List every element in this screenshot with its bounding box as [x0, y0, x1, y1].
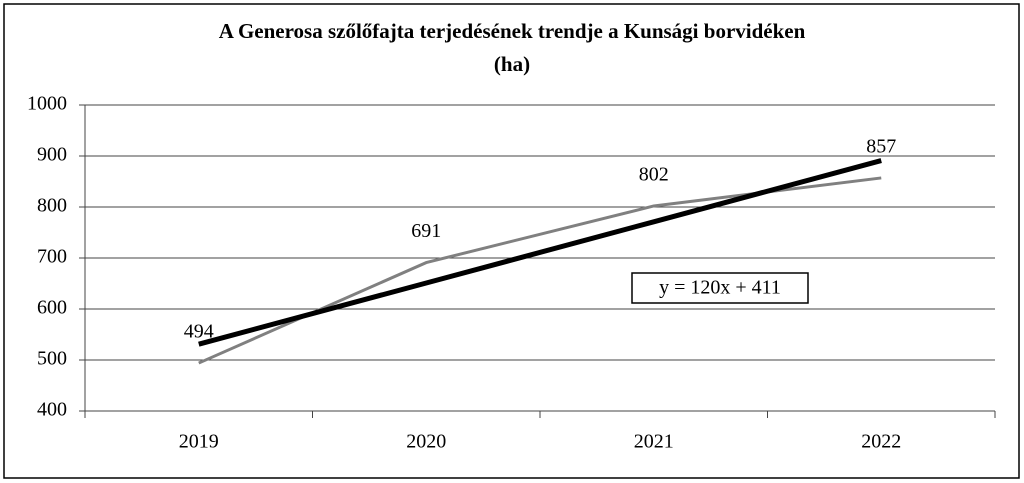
x-tick-label: 2022 — [861, 431, 901, 453]
y-tick-label: 800 — [37, 195, 67, 217]
data-label: 802 — [639, 164, 669, 186]
data-label: 691 — [411, 220, 441, 242]
y-tick-label: 700 — [37, 246, 67, 268]
data-label: 494 — [184, 321, 214, 343]
chart-title: (ha) — [494, 52, 530, 76]
x-tick-label: 2020 — [406, 431, 446, 453]
chart-title: A Generosa szőlőfajta terjedésének trend… — [219, 19, 806, 43]
x-tick-label: 2019 — [179, 431, 219, 453]
data-label: 857 — [866, 136, 896, 158]
equation-box — [631, 272, 809, 304]
y-tick-label: 400 — [37, 399, 67, 421]
x-tick-label: 2021 — [634, 431, 674, 453]
y-tick-label: 1000 — [27, 93, 67, 115]
trend-line — [198, 158, 882, 347]
y-tick-label: 900 — [37, 144, 67, 166]
y-tick-label: 600 — [37, 297, 67, 319]
trend-equation: y = 120x + 411 — [659, 277, 781, 299]
y-tick-label: 500 — [37, 348, 67, 370]
